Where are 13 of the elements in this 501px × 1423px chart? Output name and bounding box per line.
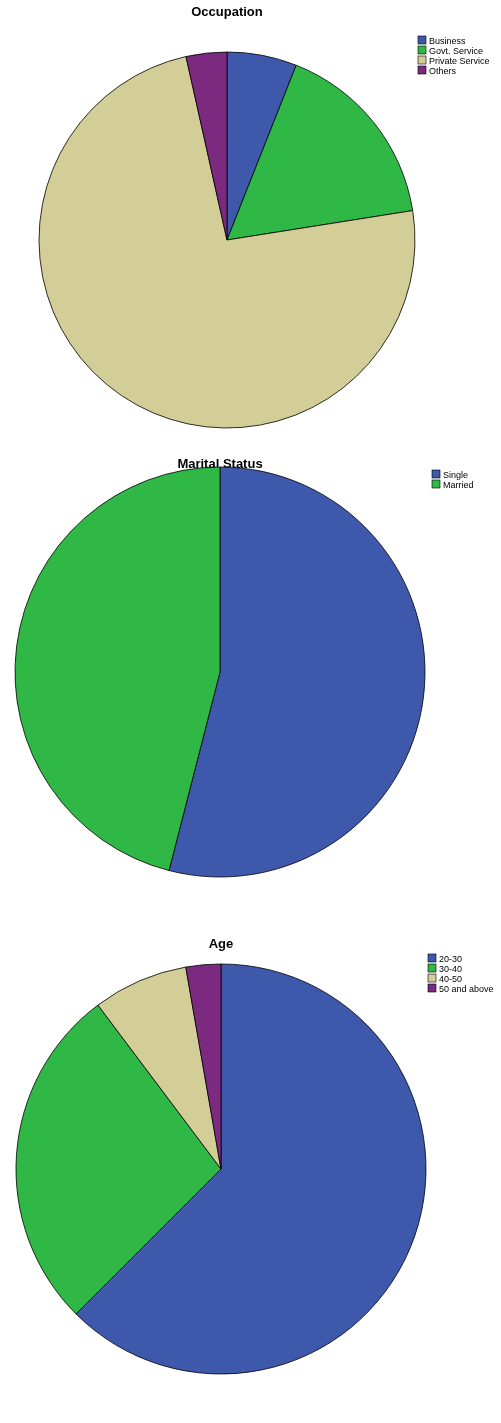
chart-title: Marital Status (177, 456, 263, 471)
legend-label: Govt. Service (429, 45, 484, 56)
legend-label: Single (443, 469, 469, 480)
legend-label: Others (429, 65, 457, 76)
legend-label: 40-50 (439, 973, 463, 984)
legend-label: 50 and above (439, 983, 494, 994)
legend-label: Private Service (429, 55, 490, 66)
legend-label: Business (429, 35, 467, 46)
legend-label: 30-40 (439, 963, 463, 974)
legend-label: 20-30 (439, 953, 463, 964)
legend-label: Married (443, 479, 474, 490)
chart-title: Age (208, 936, 234, 951)
chart-title: Occupation (191, 4, 263, 19)
